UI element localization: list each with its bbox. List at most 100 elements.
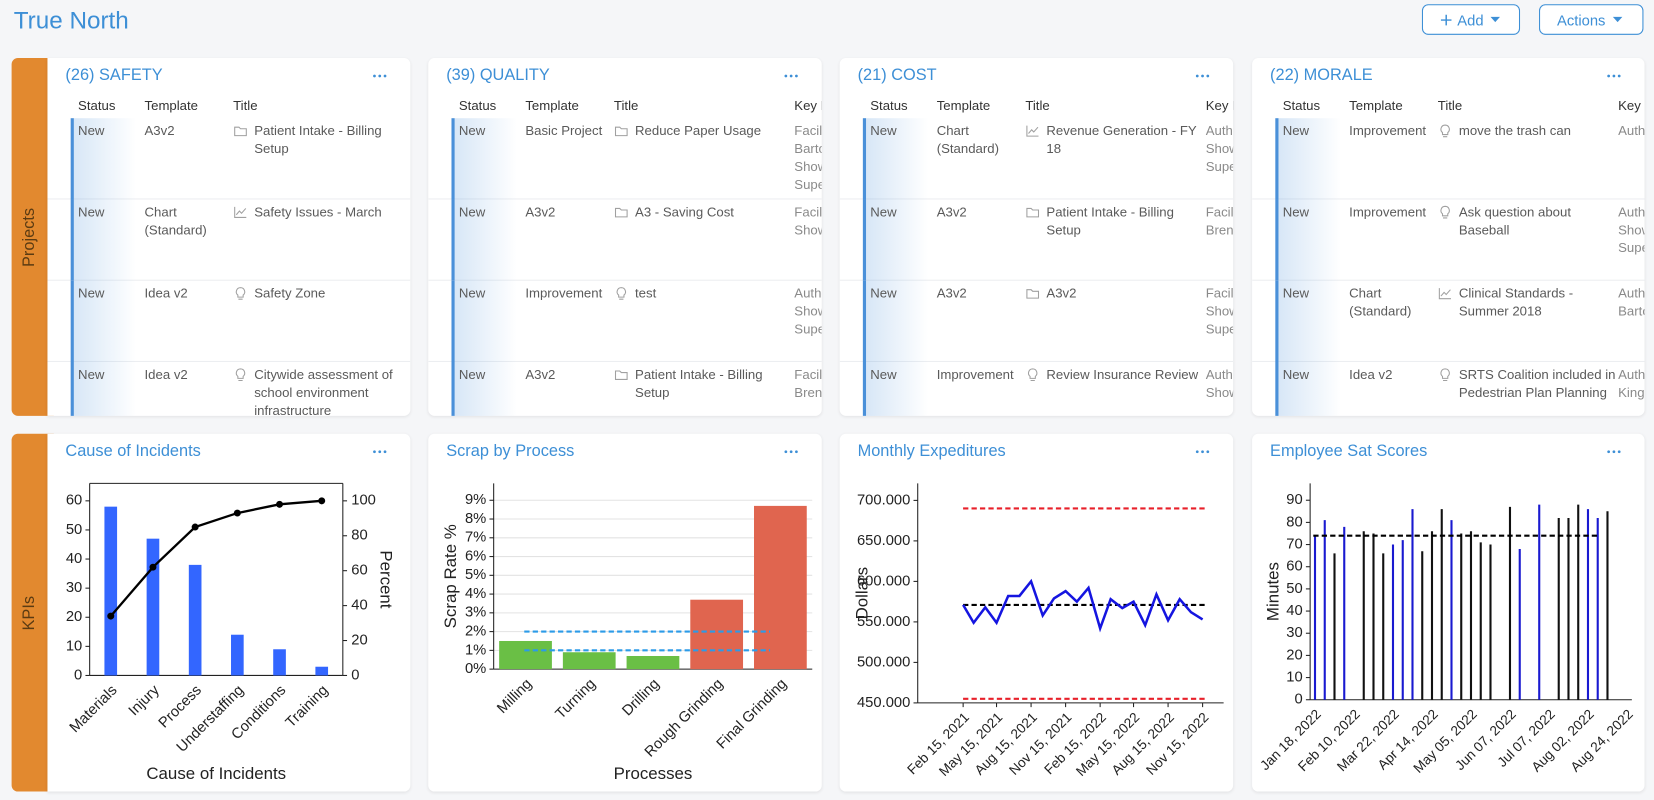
key-person: Supe [794, 177, 821, 193]
plus-shape [1440, 14, 1451, 25]
series-line [962, 578, 1204, 633]
key-people-cell: Autho Barto [1618, 285, 1644, 321]
title-cell: Clinical Standards - Summer 2018 [1458, 286, 1574, 319]
caret-shape [1612, 16, 1623, 22]
project-row[interactable]: New Basic Project Reduce Paper Usage Facili… [428, 118, 822, 200]
dot [383, 74, 387, 78]
template-cell: A3v2 [936, 286, 967, 301]
cumulative-point [107, 612, 115, 620]
project-row[interactable]: New A3v2 A3v2 Facili Show Supe [839, 280, 1234, 363]
y2-tick-label: 20 [351, 632, 367, 648]
y-tick-label: 40 [66, 551, 82, 567]
dot [1206, 74, 1210, 78]
bulb-shape [1440, 368, 1450, 382]
project-row[interactable]: New A3v2 Patient Intake - Billing Setup [47, 118, 411, 200]
key-person: Autho [794, 286, 822, 301]
title-cell: Safety Issues - March [254, 204, 382, 220]
key-people-cell: Autho Show Supe [1618, 204, 1644, 258]
dot [789, 450, 793, 454]
folder-shape [614, 370, 628, 380]
bulb-icon [1440, 205, 1450, 219]
folder-icon [234, 126, 247, 137]
key-person: Facili [794, 204, 821, 220]
status-cell: New [1282, 367, 1310, 383]
row-accent [451, 280, 517, 363]
key-person: Show [794, 159, 821, 175]
row-accent [1275, 280, 1341, 363]
project-row[interactable]: New A3v2 Patient Intake - Billing Setup Fac… [839, 199, 1234, 281]
y-tick-label: 50 [66, 522, 82, 538]
cumulative-point [149, 563, 157, 571]
template-cell: Chart (Standard) [1349, 286, 1412, 319]
y2-axis-label: Percent [377, 550, 396, 608]
template-cell: Improvement [525, 286, 603, 301]
project-row[interactable]: New Chart (Standard) Safety Issues - March [47, 199, 411, 281]
key-people-cell: Facili Brend [794, 366, 821, 402]
dot [378, 450, 382, 454]
y-tick-label: 650.000 [857, 533, 910, 549]
y-tick-label: 20 [1286, 647, 1302, 663]
bar [626, 655, 680, 670]
template-cell: A3v2 [936, 204, 967, 220]
row-accent [451, 199, 517, 281]
template-cell: Improvement [1349, 204, 1427, 220]
project-row[interactable]: New A3v2 A3 - Saving Cost Facili Show [428, 199, 822, 281]
menu-dots [373, 450, 387, 454]
y2-tick-label: 80 [351, 528, 367, 544]
bulb-icon [235, 287, 246, 300]
title-cell: move the trash can [1458, 123, 1572, 139]
y-tick-label: 700.000 [857, 492, 910, 508]
bar [273, 649, 286, 676]
folder-shape [234, 126, 247, 137]
y-tick-label: 4% [465, 586, 486, 602]
key-person: Supe [1205, 321, 1233, 337]
project-row[interactable]: New Improvement move the trash can Autho [1252, 118, 1645, 200]
y2-tick-label: 100 [351, 493, 376, 509]
y-tick-label: 9% [465, 492, 486, 508]
dot [383, 450, 387, 454]
key-person: Barto [1618, 303, 1644, 319]
y-tick-label: 7% [465, 530, 486, 546]
template-cell: Improvement [936, 367, 1014, 383]
column-header: Title [613, 98, 639, 113]
y-tick-label: 550.000 [857, 614, 910, 630]
row-accent [1275, 362, 1341, 416]
panel: (39) QUALITY Status Template Title Key F New B… [428, 58, 822, 416]
project-row[interactable]: New Idea v2 SRTS Coalition included in Ped… [1252, 362, 1645, 416]
project-row[interactable]: New Chart (Standard) Clinical Standards - … [1252, 280, 1645, 363]
project-row[interactable]: New A3v2 Patient Intake - Billing Setup Fac… [428, 362, 822, 416]
bulb-shape [1440, 205, 1450, 219]
panel-title: (39) QUALITY [446, 66, 550, 85]
status-cell: New [458, 286, 486, 301]
panel: (26) SAFETY Status Template Title New A3v2 Pat… [47, 58, 411, 416]
dot [1607, 450, 1611, 454]
project-row[interactable]: New Idea v2 Safety Zone [47, 280, 411, 363]
column-header: Title [1025, 98, 1050, 113]
header-button[interactable]: Add [1421, 4, 1521, 35]
y2-tick-label: 0 [351, 667, 359, 683]
key-people-cell: Autho Show Supe [794, 285, 821, 339]
app-title: True North [13, 6, 129, 34]
status-cell: New [1282, 204, 1310, 220]
template-cell: Chart (Standard) [144, 204, 207, 238]
key-person: Autho [1618, 123, 1644, 139]
project-row[interactable]: New Improvement test Autho Show Supe [428, 280, 822, 363]
header-button[interactable]: Actions [1539, 4, 1644, 35]
dot [784, 450, 788, 454]
key-person: Show [794, 222, 821, 238]
column-header: Status [78, 98, 116, 113]
title-cell: Revenue Generation - FY 18 [1046, 123, 1197, 157]
cumulative-point [233, 509, 241, 517]
folder-icon [614, 207, 628, 218]
chart-icon [234, 206, 247, 218]
key-person: Autho [1618, 204, 1644, 220]
project-row[interactable]: New Chart (Standard) Revenue Generation - … [839, 118, 1234, 200]
project-row[interactable]: New Improvement Ask question about Basebal… [1252, 199, 1645, 281]
project-row[interactable]: New Improvement Review Insurance Review Aut… [840, 362, 1233, 416]
key-person: Show [1618, 222, 1644, 238]
title-cell: A3 - Saving Cost [635, 204, 734, 220]
project-row[interactable]: New Idea v2 Citywide assessment of school … [47, 362, 410, 416]
row-accent [1275, 199, 1341, 281]
